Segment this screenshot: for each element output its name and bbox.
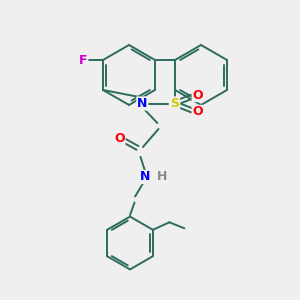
Text: O: O (192, 88, 203, 102)
Text: O: O (114, 131, 125, 145)
Text: N: N (137, 97, 147, 110)
Text: O: O (192, 105, 203, 119)
Text: H: H (157, 170, 168, 184)
Text: N: N (140, 170, 150, 184)
Text: S: S (170, 97, 179, 110)
Text: F: F (79, 53, 88, 67)
